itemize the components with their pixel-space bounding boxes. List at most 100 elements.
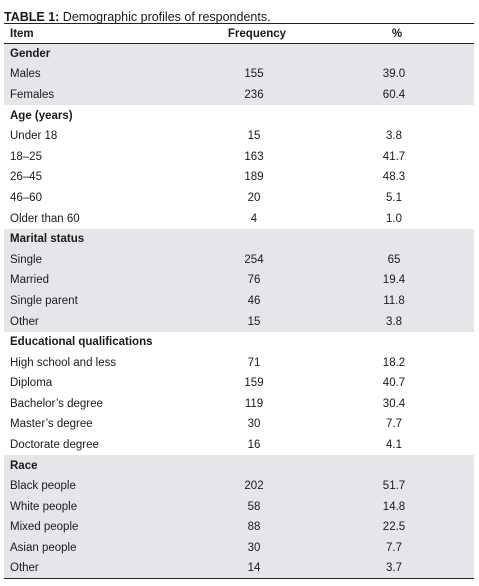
document-page: TABLE 1: Demographic profiles of respond… bbox=[4, 0, 477, 580]
item-cell: Females bbox=[4, 84, 194, 106]
table-caption: TABLE 1: Demographic profiles of respond… bbox=[4, 10, 477, 24]
frequency-cell: 163 bbox=[244, 150, 264, 163]
frequency-cell: 76 bbox=[194, 270, 314, 291]
item-cell: Males bbox=[4, 64, 194, 85]
frequency-cell: 15 bbox=[247, 130, 261, 143]
frequency-cell: 202 bbox=[194, 475, 314, 497]
section-header-row: Age (years) bbox=[4, 105, 474, 126]
header-row: Item Frequency % bbox=[4, 23, 474, 44]
frequency-cell: 58 bbox=[194, 496, 314, 518]
percent-cell: 7.7 bbox=[314, 537, 474, 559]
section-title: Educational qualifications bbox=[10, 336, 153, 349]
section-title: Age (years) bbox=[10, 109, 73, 122]
frequency-cell: 88 bbox=[194, 517, 314, 538]
percent-cell: 60.4 bbox=[314, 84, 474, 106]
item-cell: Other bbox=[4, 311, 194, 332]
table-row: Other 15 3.8 bbox=[4, 311, 474, 332]
frequency-cell: 119 bbox=[244, 397, 264, 410]
percent-cell: 4.1 bbox=[386, 439, 402, 452]
demographics-table: Item Frequency % Gender Males 155 39.0 Femal… bbox=[4, 23, 474, 580]
section-header-row: Educational qualifications bbox=[4, 332, 474, 353]
table-row: 18–25 163 41.7 bbox=[4, 146, 474, 167]
header-frequency: Frequency bbox=[194, 23, 314, 44]
section-header-row: Race bbox=[4, 455, 474, 476]
table-row: Under 18 15 3.8 bbox=[4, 126, 474, 147]
percent-cell: 7.7 bbox=[386, 418, 402, 431]
percent-cell: 14.8 bbox=[314, 496, 474, 518]
item-cell: Asian people bbox=[4, 537, 194, 559]
frequency-cell: 15 bbox=[194, 311, 314, 332]
item-cell: Under 18 bbox=[10, 130, 58, 143]
percent-cell: 18.2 bbox=[382, 356, 406, 369]
table-row: 26–45 189 48.3 bbox=[4, 167, 474, 188]
section-header-row: Gender bbox=[4, 43, 474, 65]
percent-cell: 30.4 bbox=[382, 397, 406, 410]
item-cell: Black people bbox=[4, 475, 194, 497]
table-row: Married 76 19.4 bbox=[4, 270, 474, 291]
table-body: Gender Males 155 39.0 Females 236 60.4 Age (yea… bbox=[4, 43, 474, 580]
frequency-cell: 254 bbox=[194, 249, 314, 271]
percent-cell: 39.0 bbox=[314, 64, 474, 85]
percent-cell: 41.7 bbox=[382, 150, 406, 163]
item-cell: Older than 60 bbox=[10, 212, 80, 225]
frequency-cell: 159 bbox=[244, 377, 264, 390]
percent-cell: 11.8 bbox=[314, 290, 474, 312]
item-cell: 18–25 bbox=[10, 150, 42, 163]
percent-cell: 65 bbox=[314, 249, 474, 271]
frequency-cell: 155 bbox=[194, 64, 314, 85]
frequency-cell: 189 bbox=[244, 171, 264, 184]
item-cell: Single bbox=[4, 249, 194, 271]
item-cell: High school and less bbox=[10, 356, 117, 369]
frequency-cell: 14 bbox=[194, 558, 314, 580]
section-title: Marital status bbox=[4, 228, 474, 250]
percent-cell: 51.7 bbox=[314, 475, 474, 497]
percent-cell: 3.8 bbox=[386, 130, 402, 143]
item-cell: White people bbox=[4, 496, 194, 518]
item-cell: 46–60 bbox=[10, 191, 42, 204]
section-header-row: Marital status bbox=[4, 228, 474, 250]
header-item: Item bbox=[4, 23, 194, 44]
frequency-cell: 30 bbox=[194, 537, 314, 559]
table-row: Single 254 65 bbox=[4, 249, 474, 271]
item-cell: Other bbox=[4, 558, 194, 580]
table-row: Doctorate degree 16 4.1 bbox=[4, 435, 474, 456]
frequency-cell: 20 bbox=[247, 191, 261, 204]
table-row: High school and less 71 18.2 bbox=[4, 352, 474, 373]
item-cell: 26–45 bbox=[10, 171, 42, 184]
table-row: Single parent 46 11.8 bbox=[4, 290, 474, 312]
section-title: Gender bbox=[4, 43, 474, 65]
table-row: Females 236 60.4 bbox=[4, 84, 474, 106]
item-cell: Married bbox=[4, 270, 194, 291]
section-title: Race bbox=[4, 455, 474, 476]
percent-cell: 3.8 bbox=[314, 311, 474, 332]
percent-cell: 19.4 bbox=[314, 270, 474, 291]
percent-cell: 40.7 bbox=[382, 377, 406, 390]
percent-cell: 22.5 bbox=[314, 517, 474, 538]
item-cell: Mixed people bbox=[4, 517, 194, 538]
table-row: Males 155 39.0 bbox=[4, 64, 474, 85]
percent-cell: 1.0 bbox=[386, 212, 402, 225]
table-row: Diploma 159 40.7 bbox=[4, 373, 474, 394]
frequency-cell: 16 bbox=[247, 439, 261, 452]
table-row: Master’s degree 30 7.7 bbox=[4, 414, 474, 435]
percent-cell: 48.3 bbox=[382, 171, 406, 184]
table-row: 46–60 20 5.1 bbox=[4, 188, 474, 209]
frequency-cell: 71 bbox=[247, 356, 261, 369]
table-label: TABLE 1: bbox=[4, 10, 60, 24]
percent-cell: 5.1 bbox=[386, 191, 402, 204]
frequency-cell: 46 bbox=[194, 290, 314, 312]
table-row: Asian people 30 7.7 bbox=[4, 537, 474, 559]
item-cell: Bachelor’s degree bbox=[10, 397, 103, 410]
header-percent: % bbox=[314, 23, 474, 44]
item-cell: Diploma bbox=[10, 377, 53, 390]
frequency-cell: 4 bbox=[250, 212, 258, 225]
item-cell: Single parent bbox=[4, 290, 194, 312]
percent-cell: 3.7 bbox=[314, 558, 474, 580]
table-row: White people 58 14.8 bbox=[4, 496, 474, 518]
frequency-cell: 236 bbox=[194, 84, 314, 106]
table-row: Bachelor’s degree 119 30.4 bbox=[4, 394, 474, 415]
table-row: Older than 60 4 1.0 bbox=[4, 208, 474, 229]
item-cell: Doctorate degree bbox=[10, 439, 99, 452]
table-row: Mixed people 88 22.5 bbox=[4, 517, 474, 538]
table-row: Other 14 3.7 bbox=[4, 558, 474, 580]
